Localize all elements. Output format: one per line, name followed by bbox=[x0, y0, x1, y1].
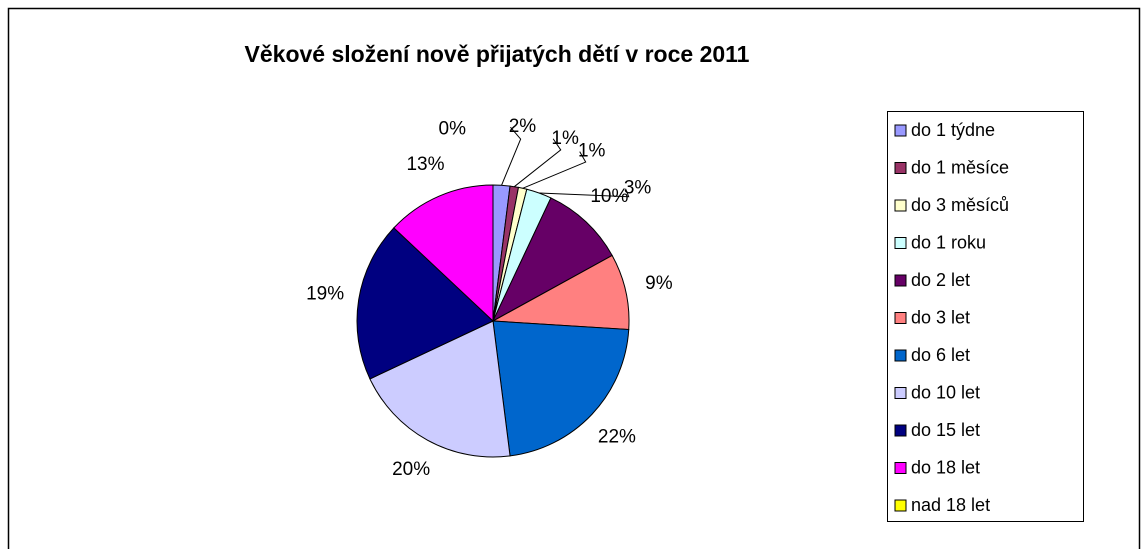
pie-slice bbox=[369, 320, 511, 458]
data-label: 19% bbox=[306, 283, 344, 304]
legend-swatch bbox=[894, 349, 907, 362]
legend-swatch bbox=[894, 162, 907, 174]
legend-label: do 1 měsíce bbox=[911, 157, 1009, 177]
legend-box bbox=[887, 111, 1084, 522]
legend-swatch bbox=[894, 124, 907, 137]
data-label: 13% bbox=[406, 154, 444, 175]
leader-line bbox=[513, 138, 562, 188]
legend-label: do 1 týdne bbox=[911, 120, 995, 140]
data-label: 3% bbox=[624, 178, 652, 199]
data-label: 1% bbox=[578, 141, 606, 162]
legend-swatch bbox=[894, 312, 907, 324]
legend-label: do 2 let bbox=[911, 270, 970, 290]
legend-swatch bbox=[894, 237, 907, 249]
chart-title: Věkové složení nově přijatých dětí v roc… bbox=[245, 41, 750, 67]
legend-swatch bbox=[894, 499, 907, 512]
data-label: 9% bbox=[645, 273, 673, 294]
legend-swatch bbox=[894, 199, 907, 212]
legend-label: nad 18 let bbox=[911, 495, 990, 515]
pie-slice bbox=[492, 320, 630, 457]
legend-label: do 18 let bbox=[911, 457, 980, 477]
legend-swatch bbox=[894, 462, 907, 474]
legend-label: do 1 roku bbox=[911, 232, 986, 252]
data-label: 2% bbox=[509, 116, 537, 137]
legend-label: do 3 let bbox=[911, 307, 970, 327]
legend-label: do 15 let bbox=[911, 420, 980, 440]
data-label: 20% bbox=[392, 459, 430, 480]
legend-label: do 6 let bbox=[911, 345, 970, 365]
pie-slice bbox=[491, 197, 613, 323]
leader-line bbox=[539, 188, 630, 198]
legend-swatch bbox=[894, 424, 907, 437]
pie-slice bbox=[393, 184, 494, 323]
data-label: 22% bbox=[598, 426, 636, 447]
legend-swatch bbox=[894, 274, 907, 287]
leader-line bbox=[501, 126, 522, 186]
data-label: 0% bbox=[439, 118, 467, 139]
pie-slice bbox=[356, 227, 494, 380]
leader-line bbox=[522, 151, 587, 189]
legend-label: do 3 měsíců bbox=[911, 195, 1009, 215]
legend-swatch bbox=[894, 387, 907, 399]
legend-label: do 10 let bbox=[911, 382, 980, 402]
data-label: 1% bbox=[551, 128, 579, 149]
data-label: 10% bbox=[590, 186, 628, 207]
